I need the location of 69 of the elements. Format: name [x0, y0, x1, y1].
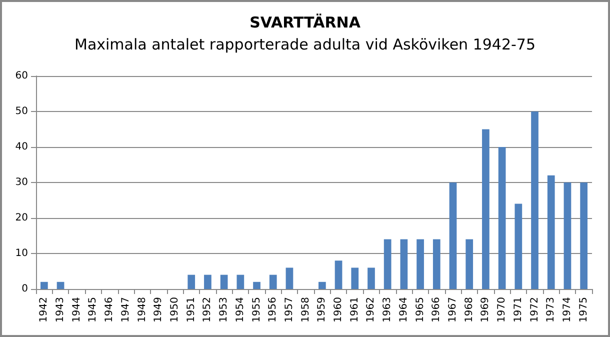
bar [334, 260, 342, 289]
x-tick-label: 1969 [480, 297, 492, 322]
x-tick-label: 1963 [382, 297, 394, 322]
x-tick-label: 1964 [398, 297, 410, 322]
x-tick-label: 1942 [38, 297, 50, 322]
x-tick-label: 1944 [71, 297, 82, 322]
x-tick-label: 1968 [464, 297, 475, 322]
bar [498, 147, 506, 289]
x-tick-label: 1974 [562, 297, 573, 322]
bar [318, 282, 326, 289]
bar [253, 282, 260, 289]
x-tick-label: 1959 [316, 297, 328, 322]
bar [449, 182, 457, 289]
bar [286, 268, 294, 289]
x-tick-label: 1955 [251, 297, 262, 322]
bar [547, 175, 555, 289]
x-tick-label: 1950 [170, 297, 180, 322]
x-tick-label: 1957 [284, 297, 295, 322]
x-tick-label: 1975 [578, 297, 590, 322]
bar [236, 274, 244, 289]
bar [564, 182, 572, 289]
x-tick-label: 1946 [104, 297, 116, 322]
x-tick-label: 1971 [512, 297, 524, 322]
y-tick-label: 40 [15, 142, 28, 152]
x-tick-label: 1967 [448, 297, 458, 322]
y-tick-label: 10 [15, 248, 28, 259]
y-tick-label: 0 [22, 284, 28, 294]
x-tick-label: 1958 [300, 297, 312, 322]
bar [416, 239, 424, 289]
x-tick-label: 1970 [496, 297, 508, 322]
bar [220, 274, 228, 289]
x-tick-label: 1943 [55, 297, 66, 322]
x-tick-label: 1953 [218, 297, 230, 322]
y-tick-label: 50 [15, 106, 28, 117]
x-tick-label: 1951 [186, 297, 197, 322]
x-tick-label: 1949 [153, 297, 164, 322]
y-tick-label: 30 [15, 177, 28, 188]
x-tick-label: 1945 [88, 297, 99, 322]
bar [351, 268, 359, 289]
bar [40, 282, 48, 289]
bar [269, 274, 277, 289]
bar [466, 239, 474, 289]
x-tick-label: 1948 [136, 297, 148, 322]
bar [514, 204, 522, 289]
chart-subtitle: Maximala antalet rapporterade adulta vid Asköviken 1942-75 [74, 36, 536, 54]
x-tick-label: 1956 [268, 297, 279, 322]
bar [531, 112, 538, 289]
x-tick-label: 1972 [529, 297, 540, 322]
bar [482, 129, 490, 289]
x-tick-label: 1954 [234, 297, 246, 322]
bar [368, 268, 375, 289]
y-tick-label: 60 [15, 70, 28, 82]
x-tick-label: 1960 [333, 297, 344, 322]
bar [56, 282, 64, 289]
bar [400, 239, 408, 289]
y-tick-label: 20 [15, 212, 28, 224]
bar [384, 239, 392, 289]
x-tick-label: 1961 [349, 297, 360, 322]
bar [204, 274, 212, 289]
chart-title: SVARTTÄRNA [250, 14, 361, 32]
x-tick-label: 1952 [202, 297, 214, 322]
x-tick-label: 1962 [366, 297, 377, 322]
x-tick-label: 1966 [431, 297, 442, 322]
bar [432, 239, 440, 289]
bar [188, 274, 196, 289]
x-tick-label: 1965 [414, 297, 426, 322]
x-tick-label: 1947 [120, 297, 132, 322]
x-tick-label: 1973 [546, 297, 557, 322]
bar [580, 182, 588, 289]
